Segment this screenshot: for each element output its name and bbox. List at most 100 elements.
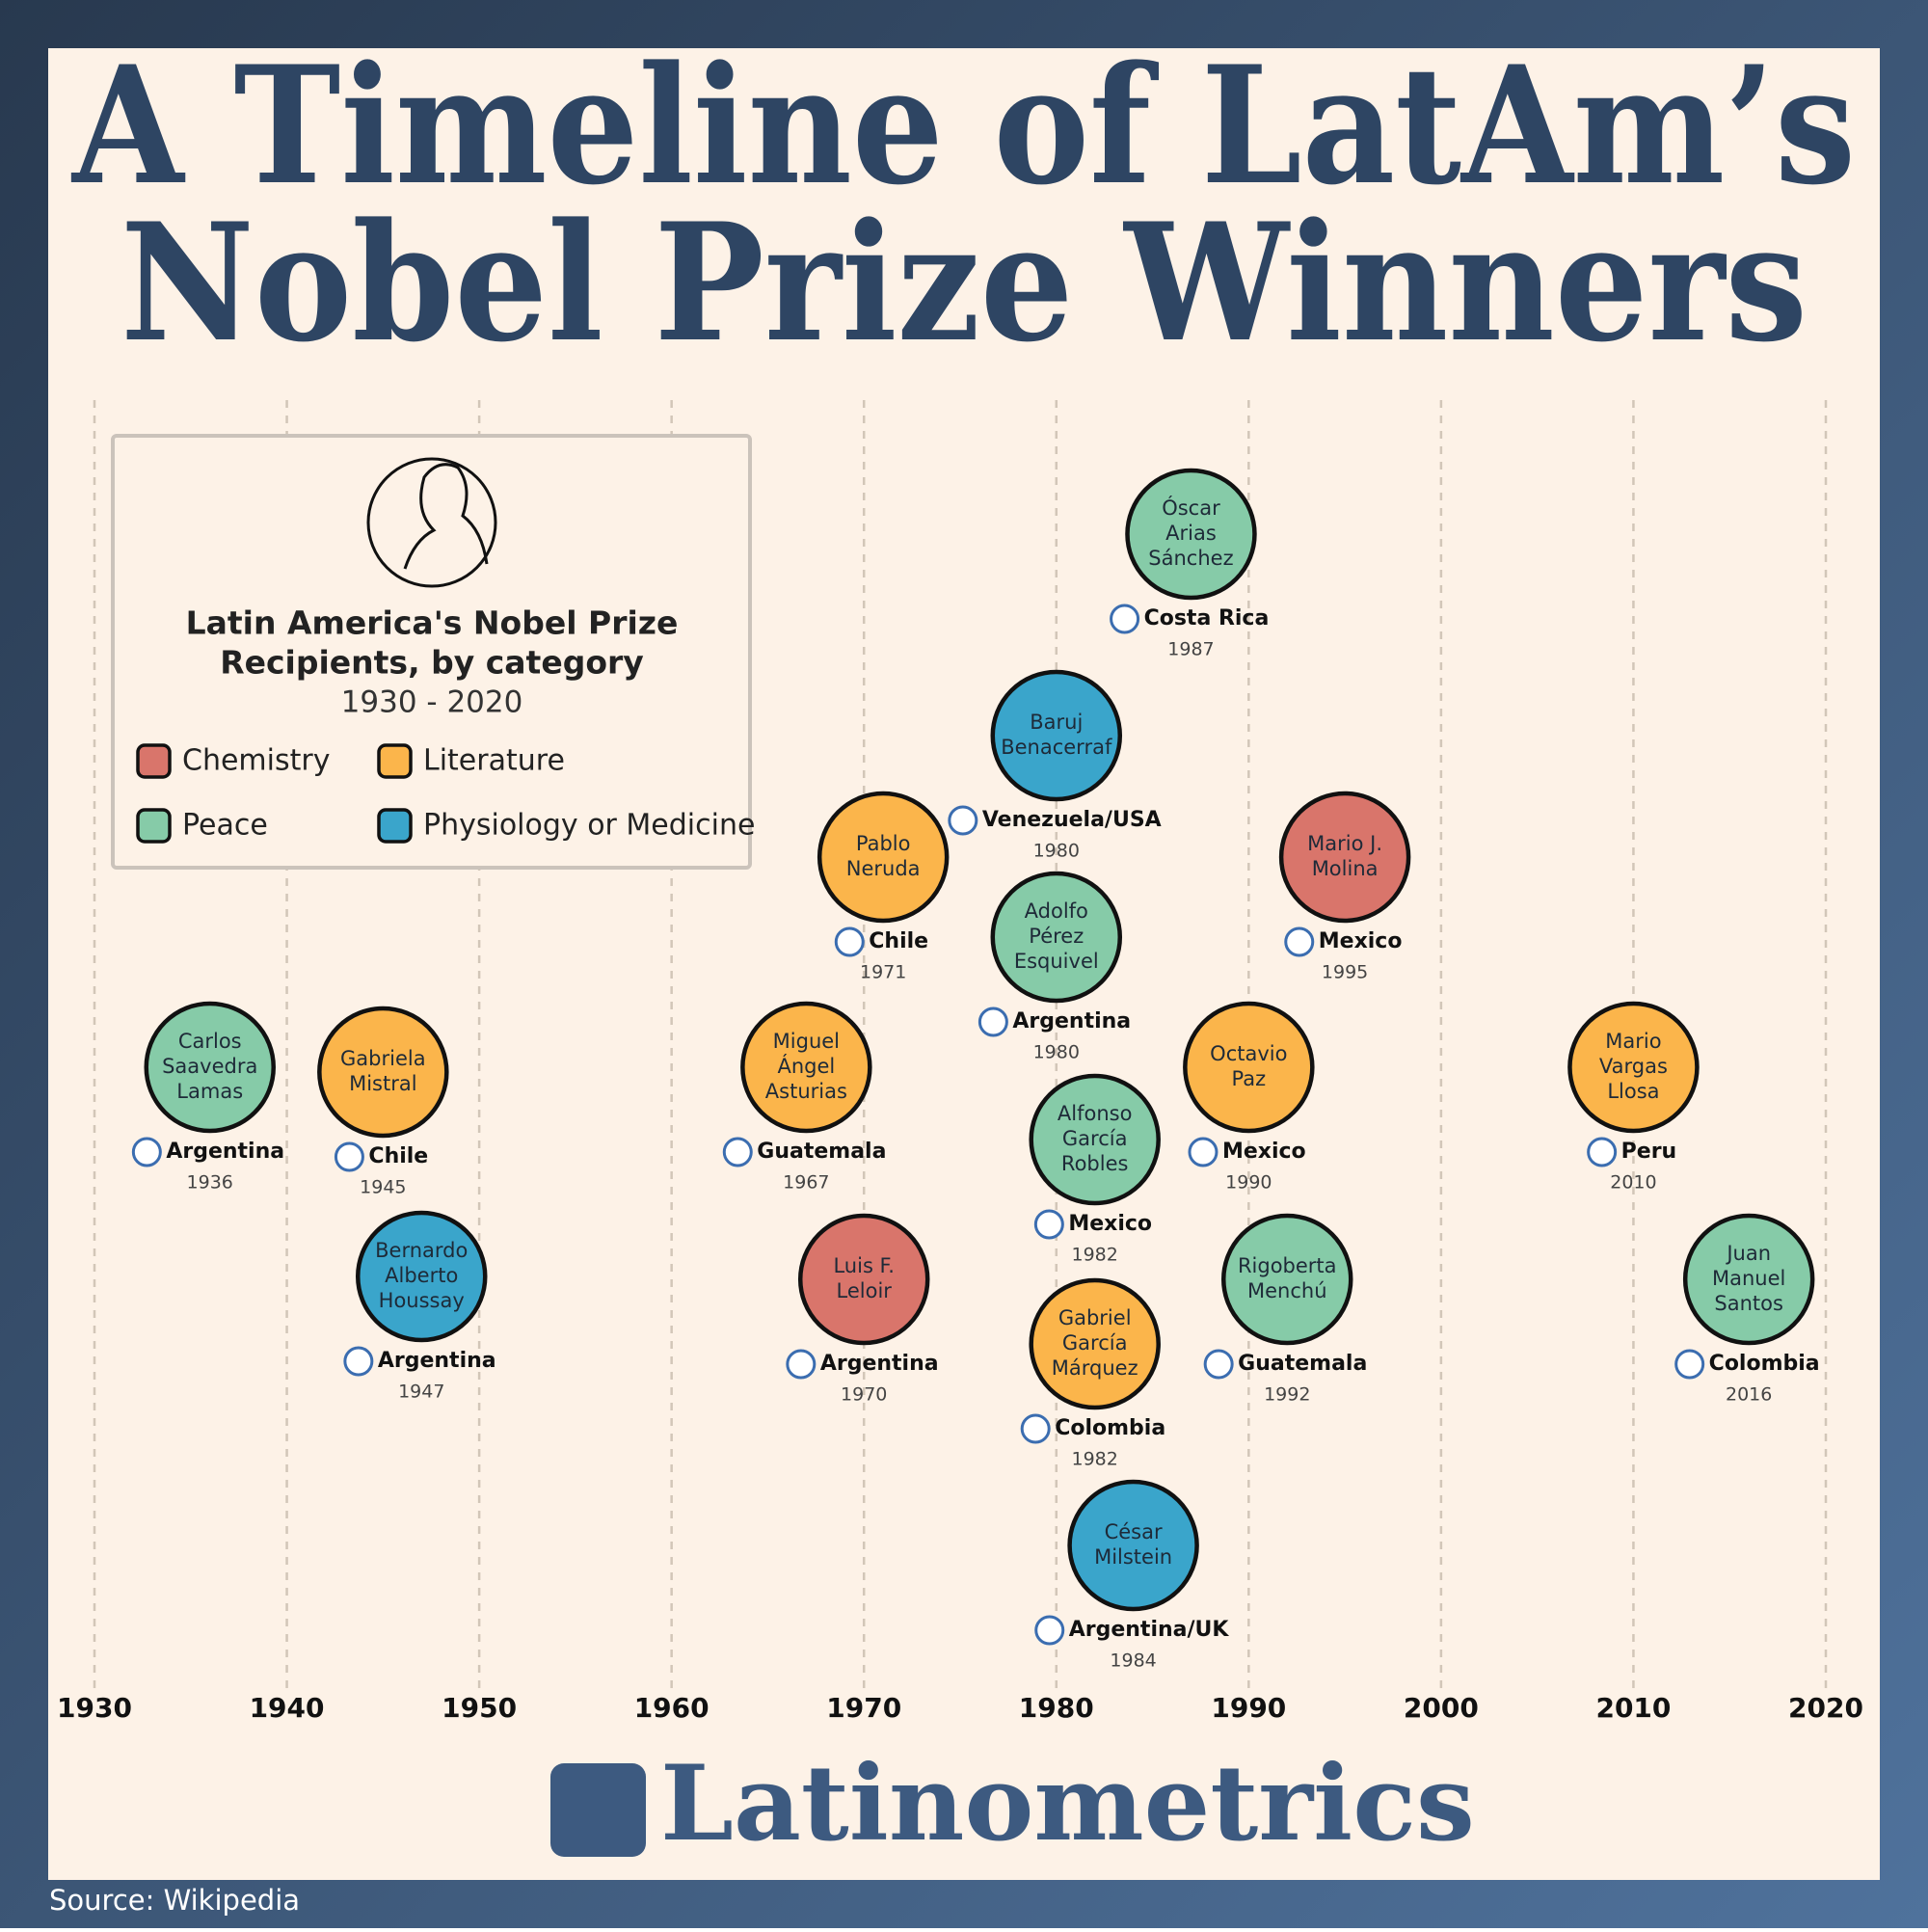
winner-bubble	[990, 669, 1123, 802]
winner-name: Sánchez	[1148, 547, 1233, 570]
winner-name: Adolfo	[1025, 899, 1088, 923]
winner-year: 1936	[187, 1172, 233, 1194]
flag-icon	[834, 926, 865, 957]
legend-swatch	[136, 808, 172, 844]
winner-year: 1990	[1225, 1172, 1272, 1194]
winner-name: García	[1062, 1331, 1128, 1355]
legend-title: Latin America's Nobel Prize	[186, 604, 679, 642]
winner-country: Mexico	[1222, 1140, 1306, 1164]
winner-country: Argentina	[820, 1352, 939, 1376]
winner-name: Benacerraf	[1001, 736, 1112, 759]
x-tick-label: 2000	[1404, 1692, 1479, 1724]
winner-name: Menchú	[1247, 1279, 1327, 1302]
winner-bubble	[1682, 1213, 1815, 1346]
legend: Latin America's Nobel Prize Recipients, …	[111, 434, 755, 870]
winner-name: Octavio	[1210, 1042, 1287, 1065]
winner-name: Ángel	[777, 1054, 835, 1078]
winner-year: 1982	[1072, 1245, 1118, 1266]
winner-year: 1970	[841, 1384, 887, 1406]
winner-name: Milstein	[1094, 1545, 1172, 1569]
winner-name: Márquez	[1052, 1356, 1138, 1380]
winner-name: Houssay	[379, 1289, 465, 1312]
winner-country: Chile	[869, 929, 928, 953]
flag-icon	[131, 1137, 162, 1167]
winner-name: Mistral	[349, 1072, 416, 1095]
flag-icon	[1284, 926, 1315, 957]
winner-name: Carlos	[178, 1030, 242, 1053]
winner-name: Robles	[1061, 1152, 1129, 1175]
winner-name: Paz	[1232, 1067, 1267, 1090]
winner-name: Luis F.	[833, 1254, 894, 1277]
winner-name: Esquivel	[1014, 950, 1099, 973]
grid: 1930 1940 1950 1960 1970 1980 1990 2000 2010 2020	[57, 400, 1863, 1724]
winner-country: Mexico	[1068, 1212, 1152, 1236]
winner-name: Bernardo	[375, 1239, 468, 1262]
x-tick-label: 1950	[442, 1692, 517, 1724]
winner-name: Arias	[1165, 522, 1217, 545]
x-tick-label: 1990	[1211, 1692, 1286, 1724]
winner-bubble	[1067, 1479, 1199, 1612]
winner-country: Argentina/UK	[1069, 1618, 1230, 1642]
winner-name: Asturias	[765, 1080, 847, 1103]
winner-year: 1995	[1322, 962, 1368, 983]
winner-name: Mario J.	[1307, 832, 1382, 855]
winner-name: Miguel	[773, 1030, 840, 1053]
winner-name: Alberto	[385, 1264, 458, 1287]
flag-icon	[1020, 1413, 1051, 1444]
x-tick-label: 1960	[634, 1692, 710, 1724]
winner-bubble	[144, 1001, 276, 1134]
flag-icon	[786, 1349, 817, 1380]
flag-icon	[977, 1006, 1008, 1037]
source: Source: Wikipedia	[49, 1884, 300, 1917]
winner-name: Santos	[1714, 1292, 1783, 1315]
winner-bubble	[817, 791, 950, 924]
winner-name: Mario	[1605, 1030, 1661, 1053]
winner-name: César	[1105, 1520, 1163, 1543]
winner-year: 1945	[360, 1177, 406, 1198]
legend-label: Literature	[423, 744, 565, 778]
winner-bubble	[797, 1213, 930, 1346]
winner-bubble	[1029, 1073, 1161, 1206]
winner-country: Chile	[368, 1144, 428, 1168]
legend-label: Peace	[182, 809, 268, 843]
winner-name: Neruda	[846, 857, 921, 880]
winner-country: Guatemala	[757, 1140, 886, 1164]
winner-name: Leloir	[837, 1279, 893, 1302]
winner-country: Venezuela/USA	[982, 808, 1162, 832]
winner-country: Costa Rica	[1144, 606, 1270, 631]
flag-icon	[722, 1137, 753, 1167]
legend-label: Chemistry	[182, 744, 330, 778]
winner-name: Alfonso	[1058, 1102, 1133, 1125]
winner-name: Gabriel	[1058, 1306, 1132, 1329]
panel	[48, 48, 1880, 1880]
winner-year: 1982	[1072, 1449, 1118, 1470]
x-tick-label: 1980	[1019, 1692, 1094, 1724]
winner-name: Baruj	[1030, 711, 1083, 734]
flag-icon	[1674, 1349, 1705, 1380]
winner-name: Llosa	[1607, 1080, 1659, 1103]
winner-bubble	[1125, 468, 1257, 601]
winner-bubble	[1183, 1001, 1315, 1134]
winner-name: Óscar	[1162, 496, 1220, 520]
medal-icon	[366, 457, 497, 588]
flag-icon	[334, 1141, 364, 1172]
winner-country: Guatemala	[1238, 1352, 1367, 1376]
x-tick-label: 1940	[250, 1692, 325, 1724]
chart-title: Nobel Prize Winners	[120, 187, 1808, 378]
winner-country: Colombia	[1055, 1416, 1165, 1440]
winner-country: Argentina	[378, 1349, 496, 1373]
flag-icon	[1188, 1137, 1218, 1167]
winner-year: 1947	[398, 1382, 444, 1403]
winner: Mario J.Molina Mexico 1995	[1278, 791, 1411, 983]
winner-name: Rigoberta	[1238, 1254, 1337, 1277]
winner-bubble	[990, 871, 1123, 1004]
flag-icon	[948, 805, 978, 836]
